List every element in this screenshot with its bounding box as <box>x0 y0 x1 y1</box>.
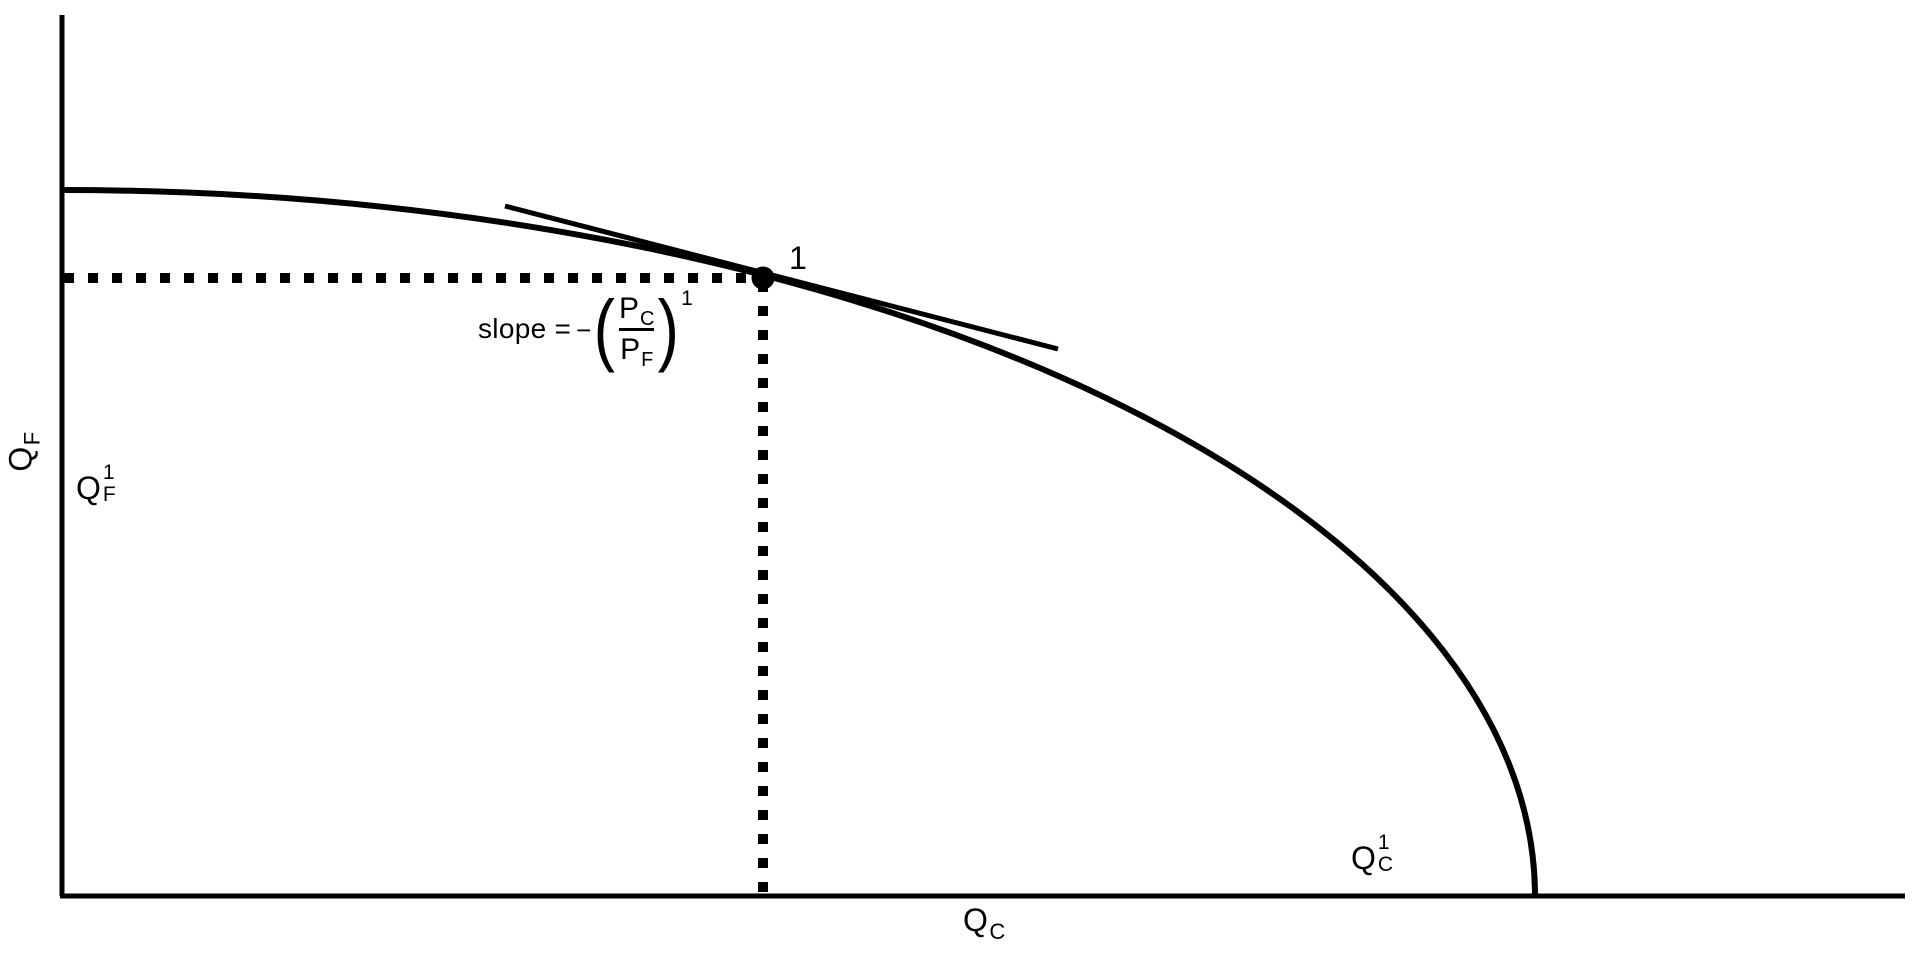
slope-text: slope = <box>478 313 572 344</box>
numerator-base: P <box>619 292 640 325</box>
x-intercept-sup: 1 <box>1377 831 1390 854</box>
right-paren: ) <box>658 284 680 373</box>
y-axis-title: QF <box>2 431 45 472</box>
x-intercept-scripts: 1 C <box>1378 832 1393 876</box>
x-intercept-label: Q 1 C <box>1351 832 1393 884</box>
y-axis-title-sub: F <box>19 431 45 446</box>
y-axis-title-base: Q <box>2 446 39 472</box>
price-ratio-fraction: PC PF <box>619 292 655 370</box>
fraction-numerator: PC <box>619 292 654 330</box>
y-intercept-scripts: 1 F <box>103 462 116 506</box>
fraction-denominator: PF <box>620 332 653 370</box>
y-intercept-sup: 1 <box>102 461 115 484</box>
denominator-sub: F <box>641 348 654 371</box>
point-label: 1 <box>789 240 807 276</box>
x-intercept-sub: C <box>1377 853 1394 876</box>
x-axis-title-sub: C <box>989 919 1006 944</box>
denominator-base: P <box>620 332 641 366</box>
y-intercept-sub: F <box>102 483 116 506</box>
fraction-bar <box>619 327 655 331</box>
y-intercept-label: Q 1 F <box>76 462 116 514</box>
x-axis-title: QC <box>963 902 1006 944</box>
y-intercept-base: Q <box>76 470 101 506</box>
x-axis-title-base: Q <box>963 902 989 938</box>
x-intercept-base: Q <box>1351 840 1376 876</box>
numerator-sub: C <box>640 308 655 330</box>
minus-sign: − <box>576 314 592 345</box>
tangent-line <box>504 203 1059 352</box>
point-marker <box>751 266 775 290</box>
slope-annotation: slope = − ( PC PF ) 1 <box>478 284 693 373</box>
frontier-curve <box>61 187 1538 897</box>
left-paren: ( <box>594 284 616 373</box>
slope-exponent: 1 <box>681 287 693 310</box>
